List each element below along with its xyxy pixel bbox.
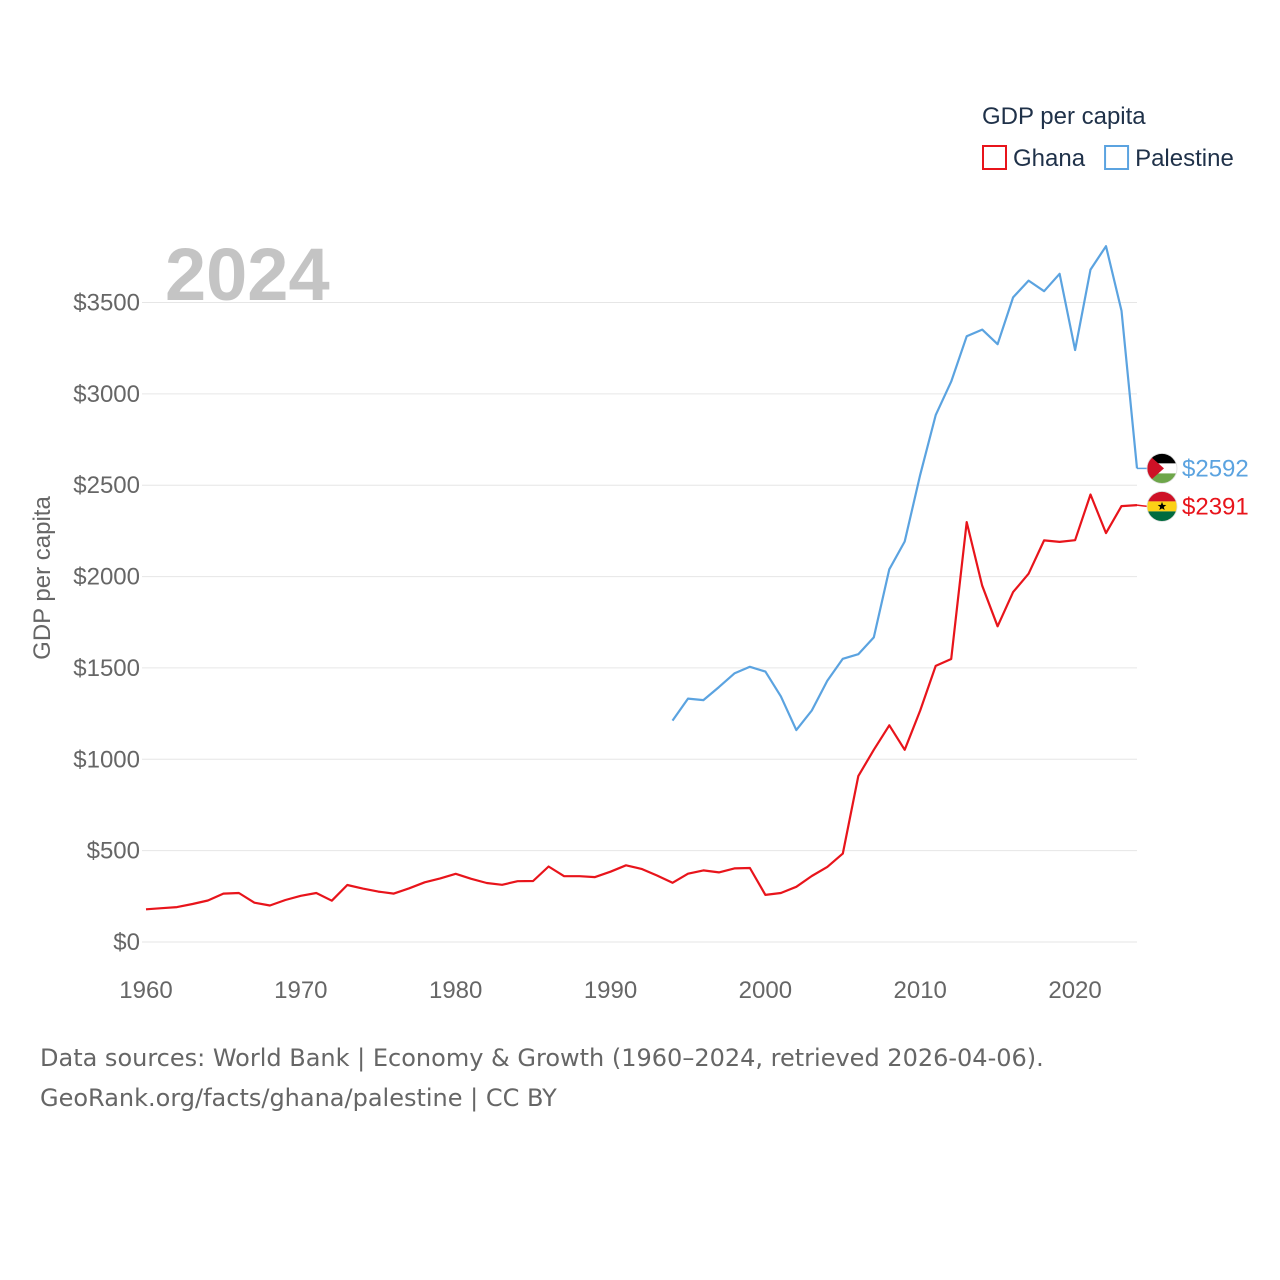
x-axis-tick-labels: 1960 1970 1980 1990 2000 2010 2020 — [119, 977, 1101, 1004]
legend: GDP per capita Ghana Palestine — [982, 103, 1234, 172]
y-tick-label: $1500 — [73, 655, 140, 682]
ghana-flag-icon — [1146, 491, 1178, 522]
legend-item-palestine[interactable]: Palestine — [1104, 145, 1234, 172]
y-tick-label: $1000 — [73, 746, 140, 773]
y-tick-label: $2500 — [73, 472, 140, 499]
end-value-label-palestine: $2592 — [1182, 455, 1249, 482]
legend-item-ghana[interactable]: Ghana — [982, 145, 1086, 172]
x-tick-label: 1970 — [274, 977, 327, 1004]
x-tick-label: 2020 — [1048, 977, 1101, 1004]
year-watermark: 2024 — [165, 233, 330, 316]
data-sources-text: Data sources: World Bank | Economy & Gro… — [40, 1044, 1044, 1072]
legend-label: Ghana — [1013, 145, 1086, 172]
grid-lines — [142, 302, 1137, 943]
legend-swatch — [982, 145, 1007, 170]
x-tick-label: 1990 — [584, 977, 637, 1004]
y-axis-title: GDP per capita — [29, 496, 56, 660]
palestine-flag-icon — [1146, 453, 1178, 484]
x-tick-label: 1960 — [119, 977, 172, 1004]
series-lines — [145, 245, 1139, 911]
end-connector — [1136, 504, 1149, 508]
legend-label: Palestine — [1135, 145, 1234, 172]
attribution-link[interactable]: GeoRank.org/facts/ghana/palestine | CC B… — [40, 1084, 557, 1112]
legend-title: GDP per capita — [982, 103, 1146, 130]
y-tick-label: $2000 — [73, 564, 140, 591]
y-tick-label: $3000 — [73, 381, 140, 408]
y-tick-label: $3500 — [73, 290, 140, 317]
y-tick-label: $0 — [113, 929, 140, 956]
y-tick-label: $500 — [87, 838, 140, 865]
legend-swatch — [1104, 145, 1130, 170]
x-tick-label: 1980 — [429, 977, 482, 1004]
end-labels: $2592 $2391 — [1136, 453, 1249, 522]
series-line-ghana — [145, 493, 1138, 911]
series-line-palestine — [671, 245, 1139, 732]
x-tick-label: 2000 — [739, 977, 792, 1004]
end-value-label-ghana: $2391 — [1182, 493, 1249, 520]
y-axis-tick-labels: $0 $500 $1000 $1500 $2000 $2500 $3000 $3500 — [73, 290, 140, 956]
x-tick-label: 2010 — [894, 977, 947, 1004]
